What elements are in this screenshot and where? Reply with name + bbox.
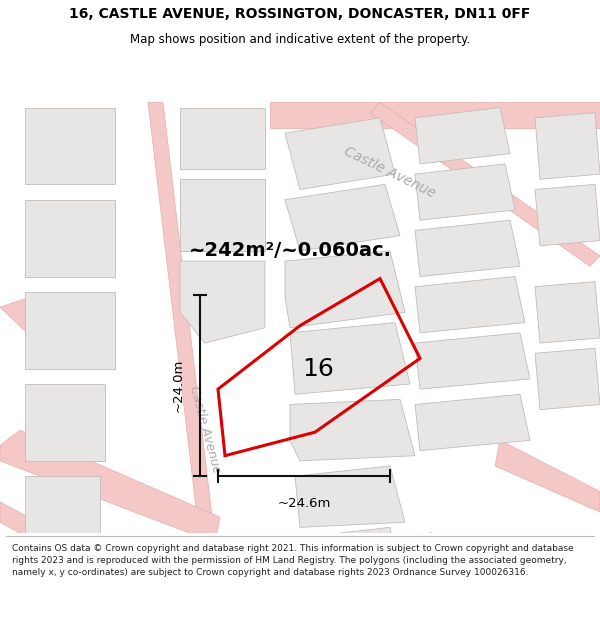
Text: Map shows position and indicative extent of the property.: Map shows position and indicative extent…	[130, 34, 470, 46]
Polygon shape	[415, 220, 520, 276]
Polygon shape	[148, 102, 220, 584]
Polygon shape	[415, 107, 510, 164]
Polygon shape	[495, 441, 600, 512]
Polygon shape	[30, 558, 100, 604]
Polygon shape	[25, 107, 115, 184]
Polygon shape	[25, 200, 115, 276]
Polygon shape	[535, 184, 600, 246]
Polygon shape	[535, 348, 600, 409]
Text: 16: 16	[302, 357, 334, 381]
Text: Castle Avenue: Castle Avenue	[187, 385, 223, 476]
Polygon shape	[285, 118, 395, 189]
Polygon shape	[25, 476, 100, 542]
Text: 16, CASTLE AVENUE, ROSSINGTON, DONCASTER, DN11 0FF: 16, CASTLE AVENUE, ROSSINGTON, DONCASTER…	[70, 8, 530, 21]
Polygon shape	[300, 528, 400, 579]
Polygon shape	[180, 107, 265, 169]
Polygon shape	[415, 164, 515, 220]
Polygon shape	[295, 466, 405, 528]
Text: ~24.0m: ~24.0m	[172, 359, 185, 413]
Polygon shape	[180, 261, 265, 343]
Polygon shape	[285, 184, 400, 251]
Polygon shape	[425, 532, 600, 594]
Polygon shape	[415, 276, 525, 333]
Polygon shape	[285, 251, 405, 328]
Text: Castle Avenue: Castle Avenue	[342, 144, 438, 200]
Text: ~242m²/~0.060ac.: ~242m²/~0.060ac.	[188, 241, 392, 261]
Polygon shape	[290, 322, 410, 394]
Polygon shape	[180, 179, 265, 251]
Polygon shape	[535, 282, 600, 343]
Polygon shape	[370, 102, 600, 266]
Polygon shape	[415, 333, 530, 389]
Polygon shape	[0, 502, 150, 599]
Polygon shape	[0, 430, 220, 542]
Polygon shape	[290, 399, 415, 461]
Polygon shape	[415, 394, 530, 451]
Polygon shape	[0, 297, 90, 369]
Text: ~24.6m: ~24.6m	[277, 497, 331, 509]
Polygon shape	[25, 384, 105, 461]
Polygon shape	[25, 292, 115, 369]
Polygon shape	[535, 112, 600, 179]
Text: Contains OS data © Crown copyright and database right 2021. This information is : Contains OS data © Crown copyright and d…	[12, 544, 574, 577]
Polygon shape	[270, 102, 600, 128]
